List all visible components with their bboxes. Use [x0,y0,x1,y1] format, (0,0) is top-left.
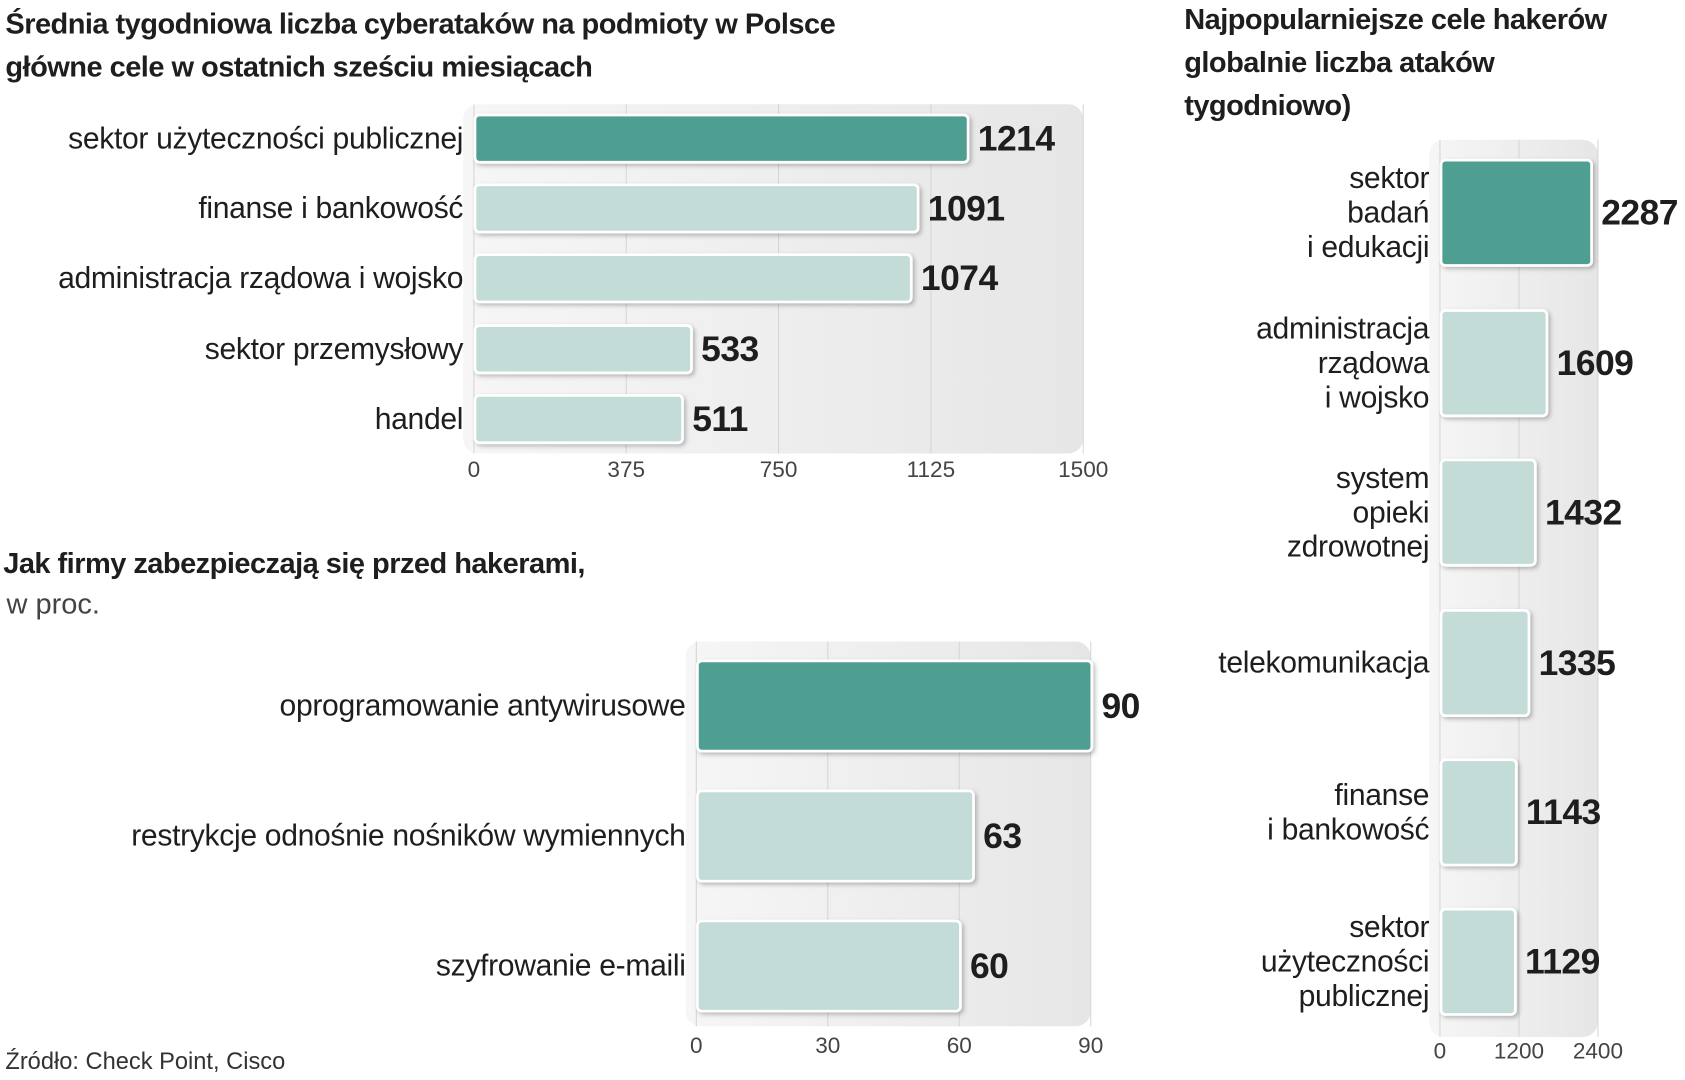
category-label: system opieki zdrowotnej [1286,461,1430,564]
bar [1439,758,1518,867]
value-label: 63 [983,815,1022,856]
bar [696,789,975,883]
bar [1439,309,1549,418]
x-tick-label: 30 [815,1033,841,1059]
value-label: 511 [692,398,748,439]
x-tick-label: 0 [1433,1039,1447,1064]
value-label: 2287 [1601,192,1678,233]
bar [473,394,684,445]
chart-title: Najpopularniejsze cele hakerów globalnie… [1184,3,1607,122]
value-label: 533 [701,328,759,369]
bar [473,324,693,375]
category-label: sektor użyteczności publicznej [1260,910,1430,1013]
category-label: finanse i bankowość [198,191,464,225]
value-label: 1432 [1544,492,1622,532]
chart-title: Jak firmy zabezpieczają się przed hakera… [3,546,585,580]
bar [1439,907,1517,1016]
bar [1439,158,1593,267]
category-label: sektor użyteczności publicznej [68,121,464,155]
source: Źródło: Check Point, Cisco [5,1047,286,1075]
x-tick-label: 0 [690,1033,703,1059]
category-label: finanse i bankowość [1267,778,1430,846]
value-label: 1091 [927,188,1005,228]
category-label: restrykcje odnośnie nośników wymiennych [131,818,686,853]
category-label: sektor przemysłowy [204,332,464,366]
value-label: 1214 [977,118,1055,158]
category-label: sektor badań i edukacji [1306,161,1430,264]
bar [696,659,1094,753]
bar [473,113,970,164]
x-tick-label: 750 [759,457,798,483]
value-label: 1143 [1525,791,1601,832]
category-label: oprogramowanie antywirusowe [279,688,686,723]
bar [696,919,962,1013]
value-label: 1074 [920,257,998,298]
category-label: telekomunikacja [1218,645,1430,680]
x-tick-label: 60 [946,1033,972,1059]
x-tick-label: 90 [1078,1033,1104,1059]
value-label: 1335 [1538,642,1616,683]
bar [473,253,913,304]
category-label: handel [374,401,464,436]
bar [473,183,920,234]
x-tick-label: 1500 [1058,457,1109,483]
x-tick-label: 1125 [906,457,956,483]
x-tick-label: 375 [607,457,646,483]
bar [1439,458,1537,567]
value-label: 1129 [1525,941,1600,982]
value-label: 1609 [1556,342,1634,383]
x-tick-label: 1200 [1493,1039,1545,1064]
plot-panel [1429,139,1598,1037]
category-label: administracja rządowa i wojsko [58,261,464,295]
category-label: szyfrowanie e-maili [435,948,686,983]
x-tick-label: 2400 [1572,1039,1624,1064]
bar [1439,609,1531,718]
value-label: 60 [969,945,1009,986]
chart-subtitle: w proc. [6,587,100,621]
value-label: 90 [1101,685,1140,726]
chart-title: Średnia tygodniowa liczba cyberataków na… [5,7,836,40]
chart-subtitle: główne cele w ostatnich sześciu miesiąca… [5,50,593,83]
x-tick-label: 0 [467,457,481,483]
category-label: administracja rządowa i wojsko [1256,311,1430,414]
